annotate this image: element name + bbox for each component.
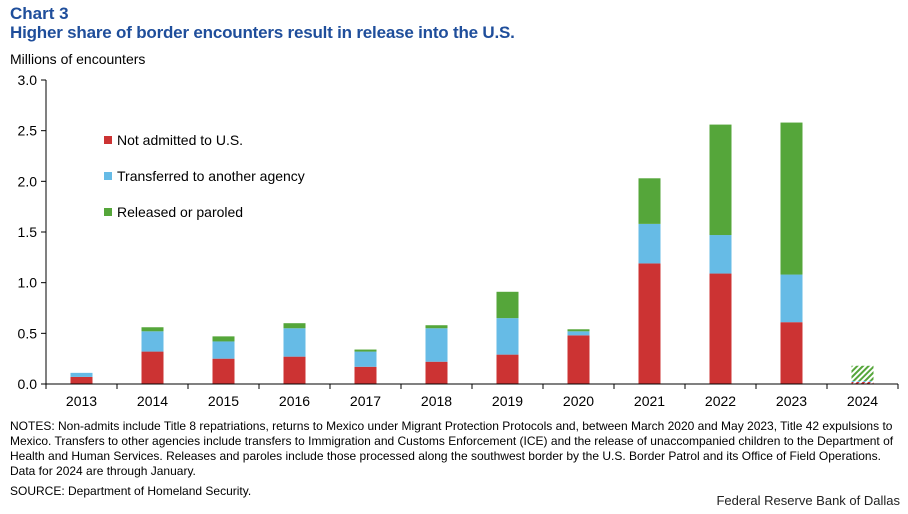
bars-group xyxy=(70,122,874,384)
bar-segment-2014-1 xyxy=(141,331,164,352)
bar-segment-2013-0 xyxy=(70,376,93,384)
x-tick-label: 2021 xyxy=(634,393,665,409)
y-tick-label: 1.0 xyxy=(18,275,38,291)
bar-segment-2014-0 xyxy=(141,351,164,384)
bar-segment-2017-2 xyxy=(354,349,377,352)
chart-source: SOURCE: Department of Homeland Security. xyxy=(10,484,252,498)
chart-title: Higher share of border encounters result… xyxy=(10,23,515,42)
x-tick-label: 2023 xyxy=(776,393,807,409)
bar-segment-2018-2 xyxy=(425,325,448,329)
bar-segment-2019-2 xyxy=(496,291,519,319)
bar-segment-2021-1 xyxy=(638,223,661,264)
x-axis: 2013 2014 2015 2016 2017 2018 2019 2020 2021 2022… xyxy=(45,383,899,409)
x-tick-label: 2022 xyxy=(705,393,736,409)
bar-segment-2024-1 xyxy=(851,380,874,382)
y-tick-label: 0.5 xyxy=(18,325,38,341)
bar-segment-2019-0 xyxy=(496,354,519,384)
x-tick-label: 2020 xyxy=(563,393,594,409)
stacked-bar-chart: 0.00.51.01.52.02.53.0 2013 2014 2015 2016 20… xyxy=(18,72,899,409)
bar-segment-2022-0 xyxy=(709,273,732,384)
y-tick-label: 2.5 xyxy=(18,123,38,139)
legend: Not admitted to U.S. Transferred to anoth… xyxy=(104,132,305,220)
credit-text: Federal Reserve Bank of Dallas xyxy=(716,493,900,508)
bar-segment-2016-0 xyxy=(283,356,306,384)
x-tick-label: 2013 xyxy=(66,393,97,409)
y-tick-label: 2.0 xyxy=(18,173,38,189)
chart-number: Chart 3 xyxy=(10,4,69,23)
bar-segment-2024-0 xyxy=(851,381,874,384)
bar-segment-2015-1 xyxy=(212,341,235,359)
legend-swatch xyxy=(104,172,112,180)
legend-swatch xyxy=(104,136,112,144)
bar-segment-2019-1 xyxy=(496,318,519,355)
legend-label: Transferred to another agency xyxy=(117,168,305,184)
bar-segment-2020-2 xyxy=(567,329,590,332)
bar-segment-2021-0 xyxy=(638,263,661,384)
bar-segment-2020-1 xyxy=(567,331,590,336)
legend-swatch xyxy=(104,208,112,216)
bar-segment-2021-2 xyxy=(638,178,661,224)
bar-segment-2018-1 xyxy=(425,328,448,362)
bar-segment-2022-1 xyxy=(709,235,732,274)
bar-segment-2022-2 xyxy=(709,124,732,236)
bar-segment-2017-0 xyxy=(354,366,377,384)
x-tick-label: 2015 xyxy=(208,393,239,409)
legend-label: Not admitted to U.S. xyxy=(117,132,243,148)
bar-segment-2024-2 xyxy=(851,365,874,381)
x-tick-label: 2018 xyxy=(421,393,452,409)
x-tick-label: 2016 xyxy=(279,393,310,409)
y-tick-label: 1.5 xyxy=(18,224,38,240)
x-tick-label: 2014 xyxy=(137,393,168,409)
bar-segment-2020-0 xyxy=(567,335,590,384)
y-axis: 0.0 0.5 1.0 1.5 2.0 2.5 3.0 xyxy=(18,72,47,392)
bar-segment-2015-0 xyxy=(212,358,235,384)
x-tick-label: 2017 xyxy=(350,393,381,409)
y-tick-label: 0.0 xyxy=(18,376,38,392)
bar-segment-2023-1 xyxy=(780,274,803,323)
bar-segment-2017-1 xyxy=(354,351,377,367)
bar-segment-2016-2 xyxy=(283,323,306,329)
bar-segment-2013-1 xyxy=(70,372,93,377)
bar-segment-2014-2 xyxy=(141,327,164,332)
chart-notes: NOTES: Non-admits include Title 8 repatr… xyxy=(10,419,894,478)
y-tick-label: 3.0 xyxy=(18,72,38,88)
x-tick-label: 2024 xyxy=(847,393,878,409)
y-axis-units: Millions of encounters xyxy=(10,51,146,67)
bar-segment-2015-2 xyxy=(212,336,235,342)
bar-segment-2018-0 xyxy=(425,361,448,384)
bar-segment-2023-2 xyxy=(780,122,803,275)
x-tick-label: 2019 xyxy=(492,393,523,409)
bar-segment-2016-1 xyxy=(283,328,306,357)
legend-label: Released or paroled xyxy=(117,204,243,220)
bar-segment-2023-0 xyxy=(780,322,803,384)
